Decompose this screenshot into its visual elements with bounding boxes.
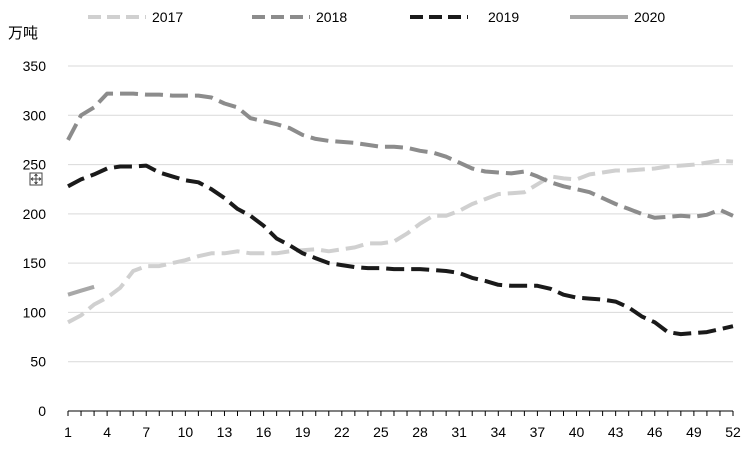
x-tick-label: 40 <box>569 424 585 440</box>
y-unit-label: 万吨 <box>8 24 38 42</box>
legend-label-2018: 2018 <box>316 9 347 25</box>
move-handle-icon[interactable] <box>29 172 43 186</box>
x-tick-label: 52 <box>725 424 741 440</box>
series-lines <box>66 91 734 337</box>
x-tick-label: 34 <box>491 424 507 440</box>
legend-label-2020: 2020 <box>634 9 665 25</box>
axes: 0 50 100 150 200 250 300 350 1 4 7 10 13 16 19 22 25 28 31… <box>23 58 741 440</box>
x-tick-label: 1 <box>64 424 72 440</box>
x-tick-label: 25 <box>373 424 389 440</box>
y-tick-label: 0 <box>38 403 46 419</box>
x-tick-label: 31 <box>451 424 467 440</box>
x-tick-label: 22 <box>334 424 350 440</box>
x-tick-label: 49 <box>686 424 702 440</box>
series-line-2020 <box>67 284 95 297</box>
legend: 2017 2018 2019 2020 <box>88 9 665 25</box>
x-tick-label: 46 <box>647 424 663 440</box>
x-tick-label: 28 <box>412 424 428 440</box>
series-line-2018 <box>66 91 734 220</box>
x-tick-label: 13 <box>217 424 233 440</box>
x-tick-label: 19 <box>295 424 311 440</box>
y-tick-label: 100 <box>23 304 47 320</box>
legend-label-2019: 2019 <box>488 9 519 25</box>
x-tick-label: 10 <box>178 424 194 440</box>
y-tick-label: 350 <box>23 58 47 74</box>
y-tick-label: 150 <box>23 255 47 271</box>
y-tick-label: 200 <box>23 206 47 222</box>
x-tick-label: 4 <box>103 424 111 440</box>
x-tick-label: 37 <box>530 424 546 440</box>
y-tick-label: 300 <box>23 107 47 123</box>
series-line-2019 <box>67 163 734 337</box>
x-tick-label: 16 <box>256 424 272 440</box>
x-tick-label: 43 <box>608 424 624 440</box>
series-line-2017 <box>67 158 734 325</box>
y-tick-label: 250 <box>23 157 47 173</box>
gridlines <box>68 65 733 363</box>
y-tick-label: 50 <box>30 354 46 370</box>
x-tick-label: 7 <box>142 424 150 440</box>
legend-label-2017: 2017 <box>152 9 183 25</box>
